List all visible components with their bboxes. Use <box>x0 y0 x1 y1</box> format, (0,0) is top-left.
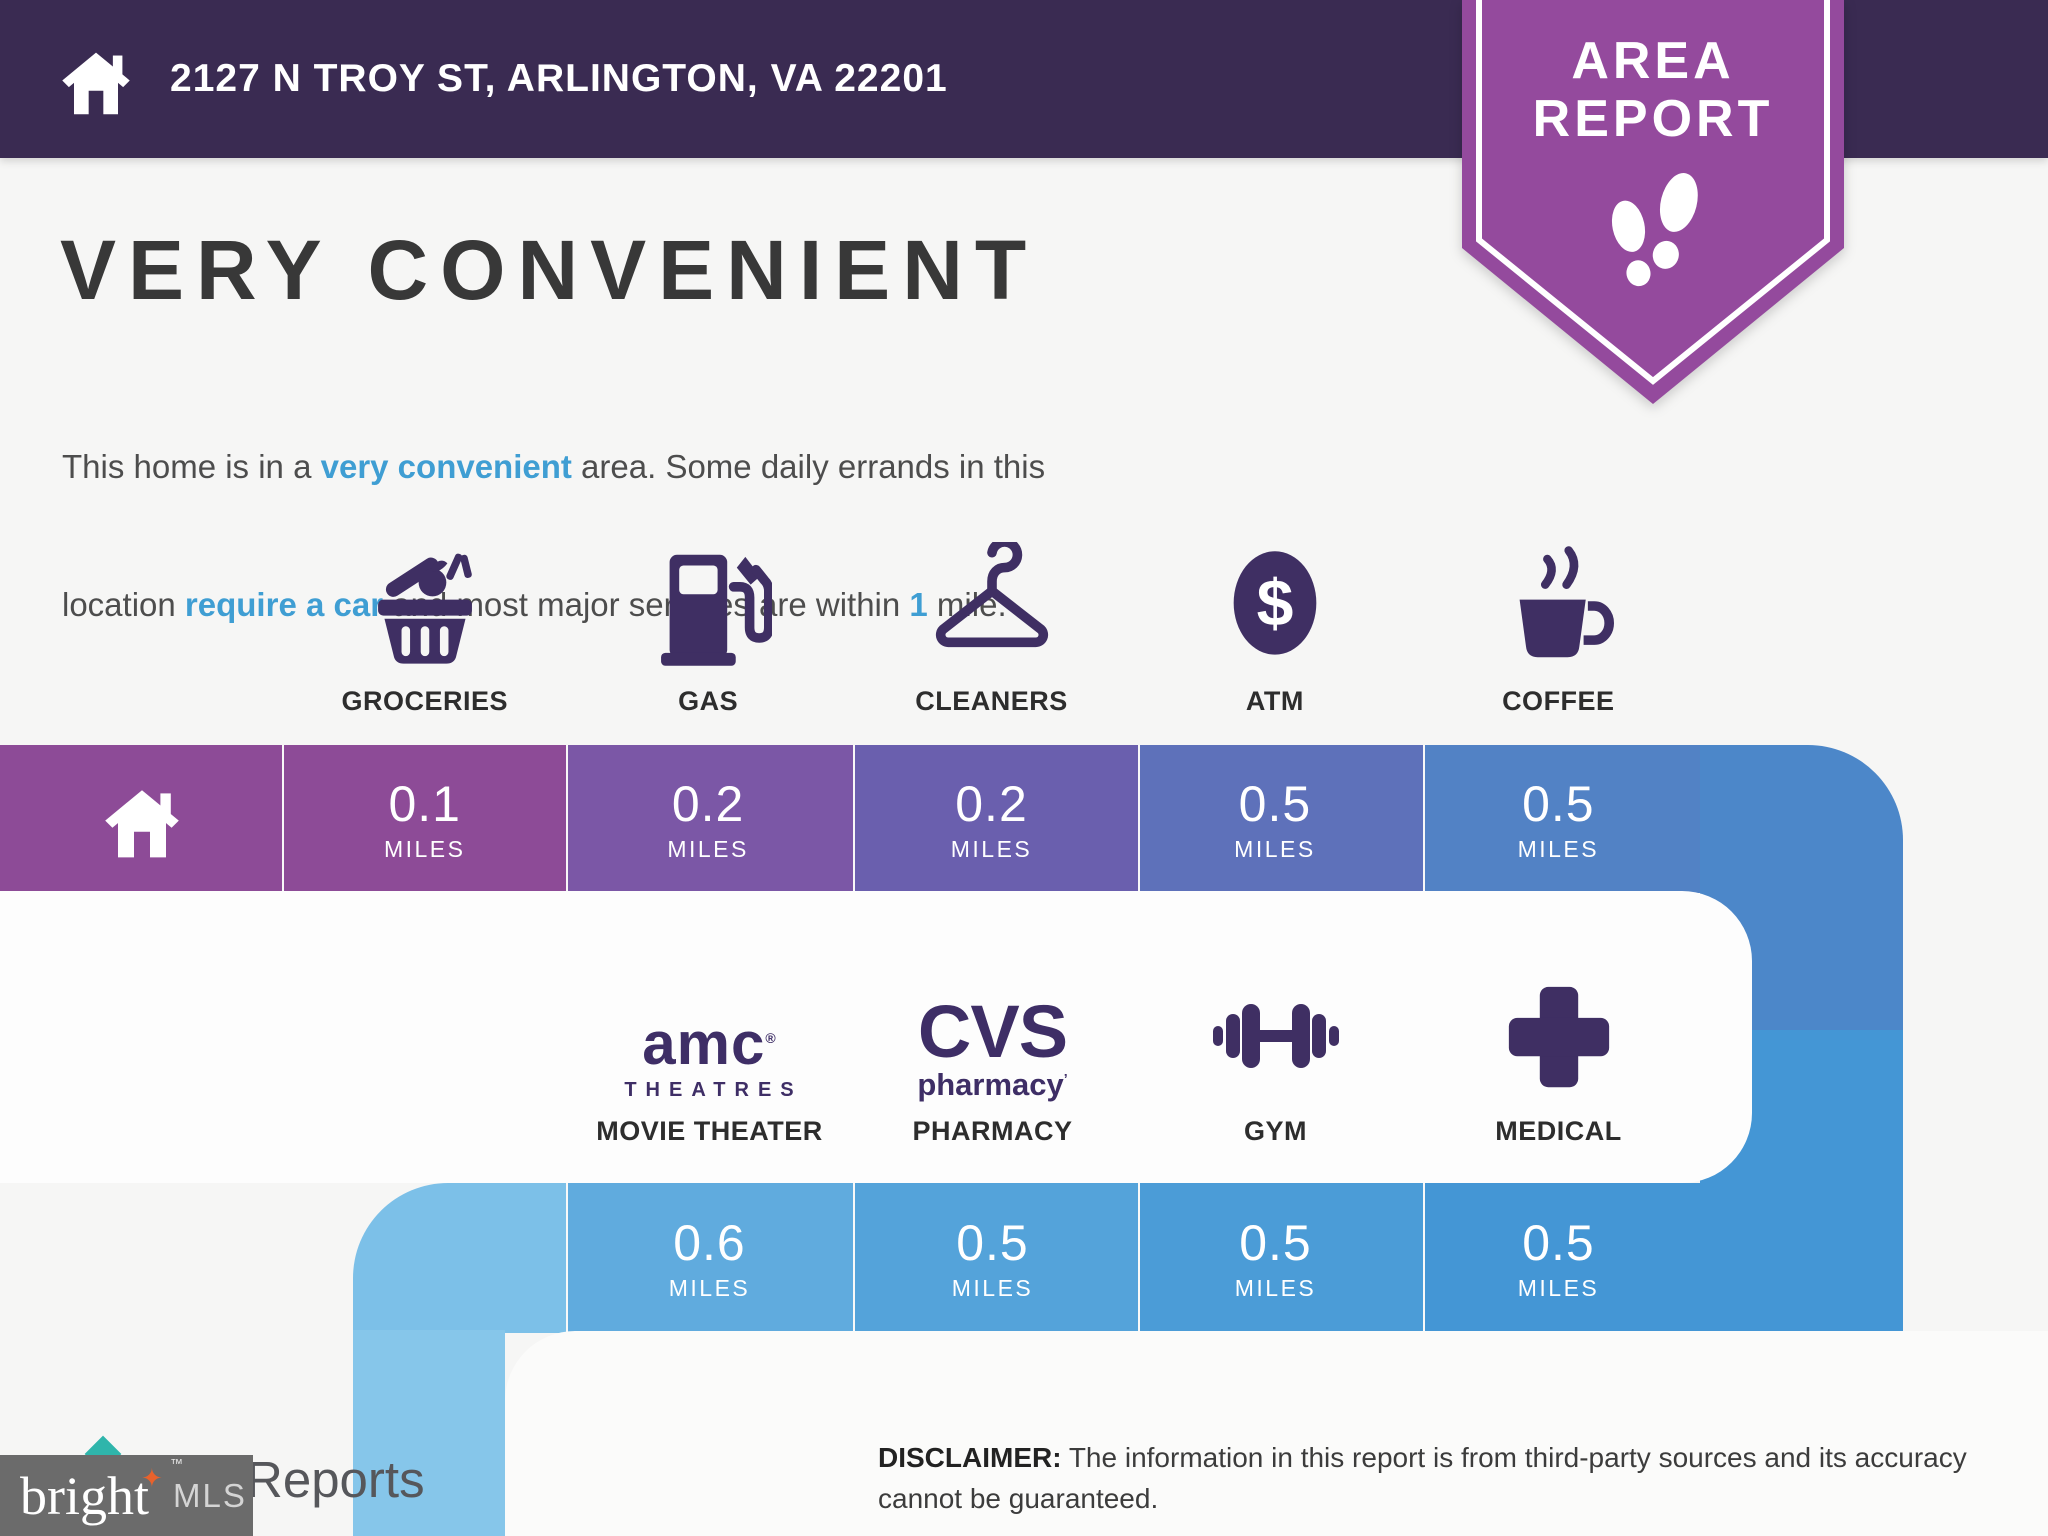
amenity-label: GROCERIES <box>341 686 508 716</box>
amenity-label: GYM <box>1243 1116 1307 1146</box>
distance-bar-row2 <box>353 1183 1903 1333</box>
amenity-coffee: COFFEE <box>1417 520 1700 717</box>
amenity-label: GAS <box>678 686 739 716</box>
amenity-gym: GYM <box>1134 950 1417 1147</box>
disclaimer-text: The information in this report is from t… <box>878 1442 1967 1514</box>
amenity-movie-theater: amc® THEATRES MOVIE THEATER <box>568 950 851 1147</box>
svg-text:$: $ <box>1257 567 1294 641</box>
footer-white-island <box>505 1331 2048 1536</box>
snake-left-connector <box>353 1330 505 1536</box>
distance-cell-atm: 0.5 MILES <box>1234 776 1316 862</box>
accent-very-convenient: very convenient <box>320 448 572 485</box>
property-address: 2127 N TROY ST, ARLINGTON, VA 22201 <box>170 57 948 100</box>
reports-logo-text: Reports <box>246 1451 425 1508</box>
bright-wordmark: bright ✦ ™ <box>20 1455 183 1526</box>
distance-cell-gas: 0.2 MILES <box>667 776 749 862</box>
amenity-gas: GAS <box>566 520 849 717</box>
amenity-atm: $ ATM <box>1133 520 1416 717</box>
amenity-label: COFFEE <box>1502 686 1615 716</box>
summary-line-1: This home is in a very convenient area. … <box>62 448 1046 485</box>
amenity-groceries: GROCERIES <box>283 520 566 717</box>
mls-wordmark: MLS <box>173 1476 247 1514</box>
dumbbell-icon <box>1201 950 1351 1100</box>
row2-distance-cells: 0.6 MILES 0.5 MILES 0.5 MILES 0.5 MILES <box>568 1183 1700 1333</box>
amenity-pharmacy: CVS pharmacy’ PHARMACY <box>851 950 1134 1147</box>
amenity-row-1: GROCERIES GAS <box>283 520 1700 717</box>
area-report-badge <box>1462 0 1844 404</box>
disclaimer: DISCLAIMER: The information in this repo… <box>878 1438 1996 1519</box>
distance-cell-gym: 0.5 MILES <box>1234 1215 1317 1301</box>
accent-one-mile: 1 <box>909 586 928 623</box>
bright-mls-logo: bright ✦ ™ MLS <box>0 1455 253 1536</box>
amc-theatres-logo: amc® THEATRES <box>624 1010 803 1101</box>
medical-cross-icon <box>1495 950 1623 1100</box>
trademark-symbol: ™ <box>170 1455 183 1471</box>
origin-home-cell <box>0 745 283 893</box>
summary-paragraph: This home is in a very convenient area. … <box>62 352 1045 720</box>
dollar-sign-icon: $ <box>1213 520 1337 670</box>
footprints-icon <box>1611 173 1698 287</box>
amenity-label: ATM <box>1245 686 1304 716</box>
home-icon <box>104 790 179 858</box>
distance-cell-medical: 0.5 MILES <box>1517 1215 1600 1301</box>
page-title: VERY CONVENIENT <box>60 223 1039 317</box>
row1-distance-cells: 0.1 MILES 0.2 MILES 0.2 MILES 0.5 MILES … <box>283 745 1700 893</box>
amenity-row-2: amc® THEATRES MOVIE THEATER CVS pharmacy… <box>568 950 1700 1147</box>
accent-require-a-car: require a car <box>184 586 384 623</box>
badge-title-line2: REPORT <box>1532 90 1774 148</box>
distance-cell-coffee: 0.5 MILES <box>1517 776 1600 862</box>
bright-star-icon: ✦ <box>141 1462 163 1493</box>
amenity-label: MOVIE THEATER <box>596 1116 823 1146</box>
cvs-pharmacy-logo: CVS pharmacy’ <box>917 990 1068 1102</box>
amenity-label: PHARMACY <box>912 1116 1073 1146</box>
grocery-basket-icon <box>361 520 489 670</box>
distance-cell-movie-theater: 0.6 MILES <box>668 1215 751 1301</box>
distance-cell-groceries: 0.1 MILES <box>383 776 466 862</box>
hanger-icon <box>926 520 1058 670</box>
distance-bar-row1 <box>0 745 1903 893</box>
badge-title-line1: AREA <box>1571 32 1735 90</box>
amenity-label: CLEANERS <box>915 686 1068 716</box>
row2-white-island <box>0 891 1752 1183</box>
disclaimer-label: DISCLAIMER: <box>878 1442 1062 1473</box>
distance-cell-pharmacy: 0.5 MILES <box>951 1215 1034 1301</box>
home-icon <box>62 52 130 115</box>
gas-pump-icon <box>644 520 773 670</box>
amenity-label: MEDICAL <box>1495 1116 1622 1146</box>
coffee-cup-icon <box>1494 520 1622 670</box>
amenity-cleaners: CLEANERS <box>850 520 1133 717</box>
badge-title: AREA REPORT <box>1462 32 1844 148</box>
amenity-medical: MEDICAL <box>1417 950 1700 1147</box>
distance-cell-cleaners: 0.2 MILES <box>950 776 1033 862</box>
badge-content: AREA REPORT <box>1462 0 1844 313</box>
